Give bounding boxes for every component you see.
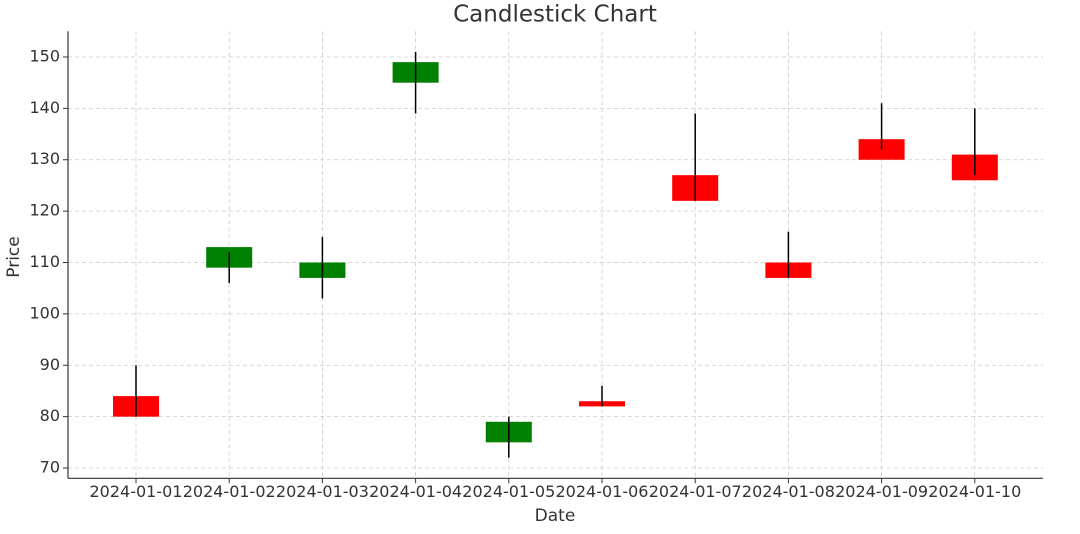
x-tick-label: 2024-01-07 [649,482,742,501]
chart-title: Candlestick Chart [453,2,657,28]
y-tick-label: 130 [29,149,60,168]
y-tick-label: 120 [29,201,60,220]
y-tick-label: 100 [29,303,60,322]
x-tick-label: 2024-01-09 [835,482,928,501]
x-tick-label: 2024-01-10 [928,482,1021,501]
y-tick-label: 150 [29,46,60,65]
y-axis-label: Price [4,236,24,277]
y-tick-label: 90 [40,355,60,374]
x-tick-label: 2024-01-08 [742,482,835,501]
x-tick-label: 2024-01-06 [556,482,649,501]
y-tick-label: 110 [29,252,60,271]
x-tick-label: 2024-01-05 [462,482,555,501]
y-tick-label: 140 [29,98,60,117]
x-axis-label: Date [535,506,576,526]
x-tick-label: 2024-01-02 [183,482,276,501]
y-tick-label: 70 [40,458,60,477]
y-tick-label: 80 [40,406,60,425]
x-tick-label: 2024-01-03 [276,482,369,501]
x-tick-label: 2024-01-04 [369,482,462,501]
x-tick-label: 2024-01-01 [90,482,183,501]
